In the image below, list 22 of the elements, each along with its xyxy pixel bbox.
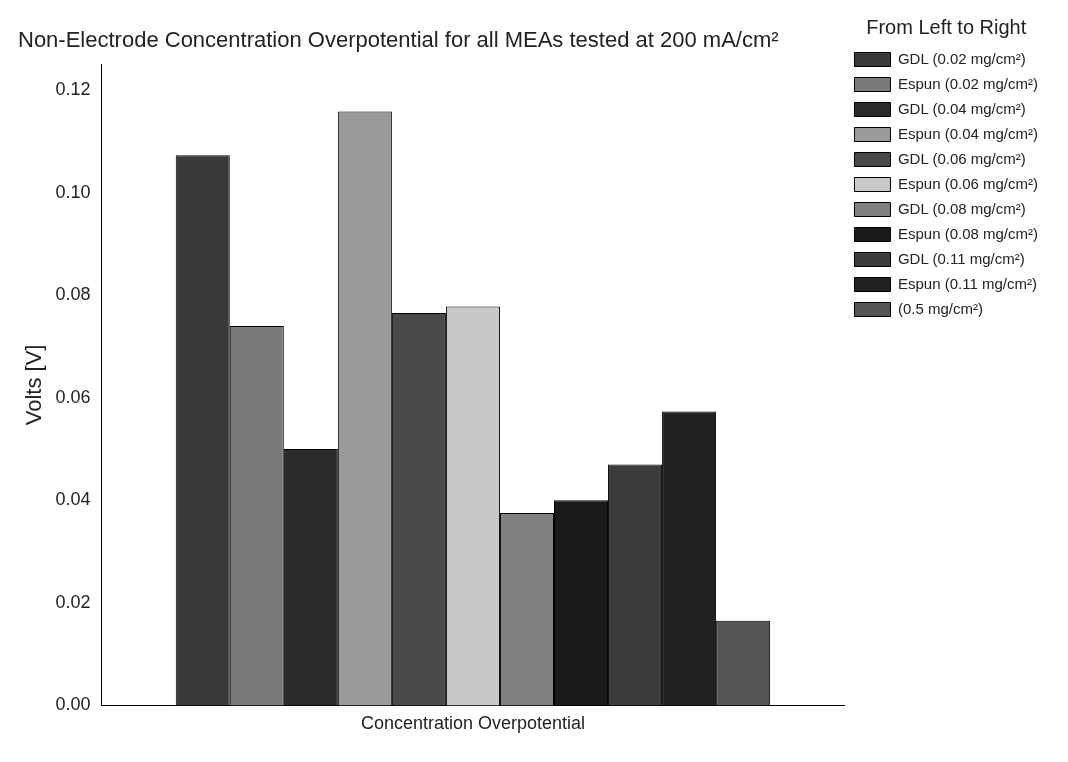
legend-label: Espun (0.11 mg/cm²) bbox=[897, 274, 1037, 292]
legend-title: From Left to Right bbox=[866, 15, 1027, 38]
legend-label: GDL (0.06 mg/cm²) bbox=[897, 149, 1026, 167]
legend-label: GDL (0.04 mg/cm²) bbox=[897, 99, 1026, 117]
y-tick-label: 0.10 bbox=[55, 181, 91, 202]
y-tick-label: 0.08 bbox=[55, 284, 91, 305]
legend-label: Espun (0.08 mg/cm²) bbox=[897, 224, 1038, 242]
y-tick-label: 0.04 bbox=[55, 489, 91, 510]
y-tick-label: 0.06 bbox=[55, 386, 91, 407]
y-tick-label: 0.00 bbox=[55, 694, 91, 715]
legend-label: Espun (0.06 mg/cm²) bbox=[897, 174, 1038, 192]
legend-label: GDL (0.11 mg/cm²) bbox=[897, 249, 1025, 267]
legend-label: Espun (0.02 mg/cm²) bbox=[897, 74, 1038, 92]
legend-label: (0.5 mg/cm²) bbox=[897, 299, 983, 317]
chart-title: Non-Electrode Concentration Overpotential for all MEAs tested at 200 mA/cm² bbox=[18, 27, 779, 53]
y-axis-title: Volts [V] bbox=[21, 344, 47, 426]
x-tick-label: Concentration Overpotential bbox=[360, 713, 586, 734]
y-tick-label: 0.12 bbox=[55, 79, 91, 100]
legend-label: GDL (0.02 mg/cm²) bbox=[897, 49, 1026, 67]
legend-label: GDL (0.08 mg/cm²) bbox=[897, 199, 1026, 217]
y-tick-label: 0.02 bbox=[55, 591, 91, 612]
legend-label: Espun (0.04 mg/cm²) bbox=[897, 124, 1038, 142]
